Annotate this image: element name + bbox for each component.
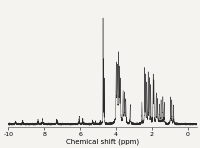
X-axis label: Chemical shift (ppm): Chemical shift (ppm) — [66, 138, 139, 145]
